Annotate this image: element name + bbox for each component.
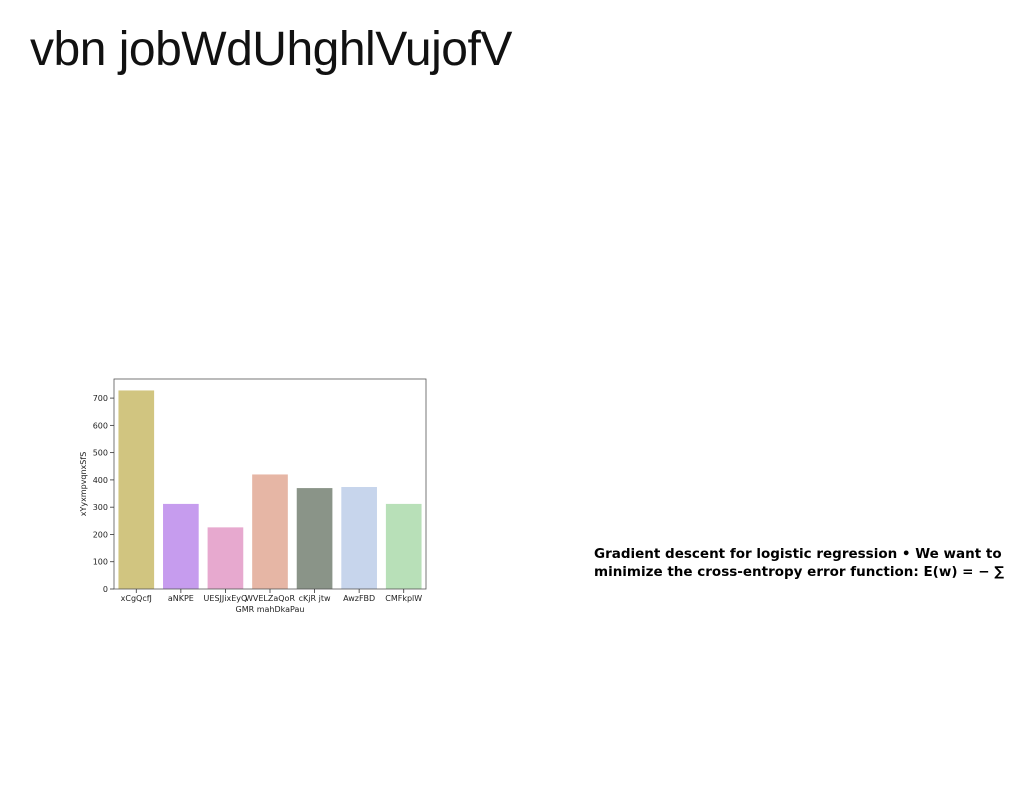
x-tick-label-1: aNKPE: [168, 594, 194, 603]
x-tick-label-4: cKjR jtw: [299, 594, 331, 603]
y-tick-label-0: 0: [103, 585, 108, 594]
bar-4: [296, 488, 333, 589]
x-tick-label-3: WVELZaQoR: [245, 594, 295, 603]
bar-6: [385, 503, 422, 589]
x-tick-label-0: xCgQcfJ: [121, 594, 152, 603]
bar-2: [207, 527, 244, 589]
bar-0: [118, 390, 155, 589]
y-tick-label-5: 500: [93, 449, 108, 458]
text-line-2: minimize the cross-entropy error functio…: [594, 564, 1004, 580]
bar-5: [341, 487, 377, 589]
y-tick-label-7: 700: [93, 394, 108, 403]
x-tick-label-5: AwzFBD: [343, 594, 375, 603]
text-line-1: Gradient descent for logistic regression…: [594, 546, 1002, 562]
y-tick-label-6: 600: [93, 421, 108, 430]
bar-chart-svg: 0 100 200 300 400 500 600 700 xCgQcfJ aNKPE UESJJi…: [79, 378, 427, 614]
bar-1: [163, 503, 199, 589]
bar-chart: 0 100 200 300 400 500 600 700 xCgQcfJ aNKPE UESJJi…: [76, 372, 436, 622]
y-axis-label: xYyxmpvqnxSfS: [79, 452, 88, 517]
bar-3: [252, 474, 288, 589]
x-tick-label-6: CMFkplW: [385, 594, 422, 603]
y-tick-label-3: 300: [93, 503, 108, 512]
slide-title: vbn jobWdUhghlVujofV: [30, 23, 512, 76]
y-tick-label-4: 400: [93, 476, 108, 485]
y-tick-label-2: 200: [93, 530, 108, 539]
text-block: Gradient descent for logistic regression…: [594, 545, 1024, 581]
x-axis-label: GMR mahDkaPau: [236, 605, 305, 614]
y-tick-label-1: 100: [93, 558, 108, 567]
x-tick-label-2: UESJJixEyQ: [204, 594, 248, 603]
